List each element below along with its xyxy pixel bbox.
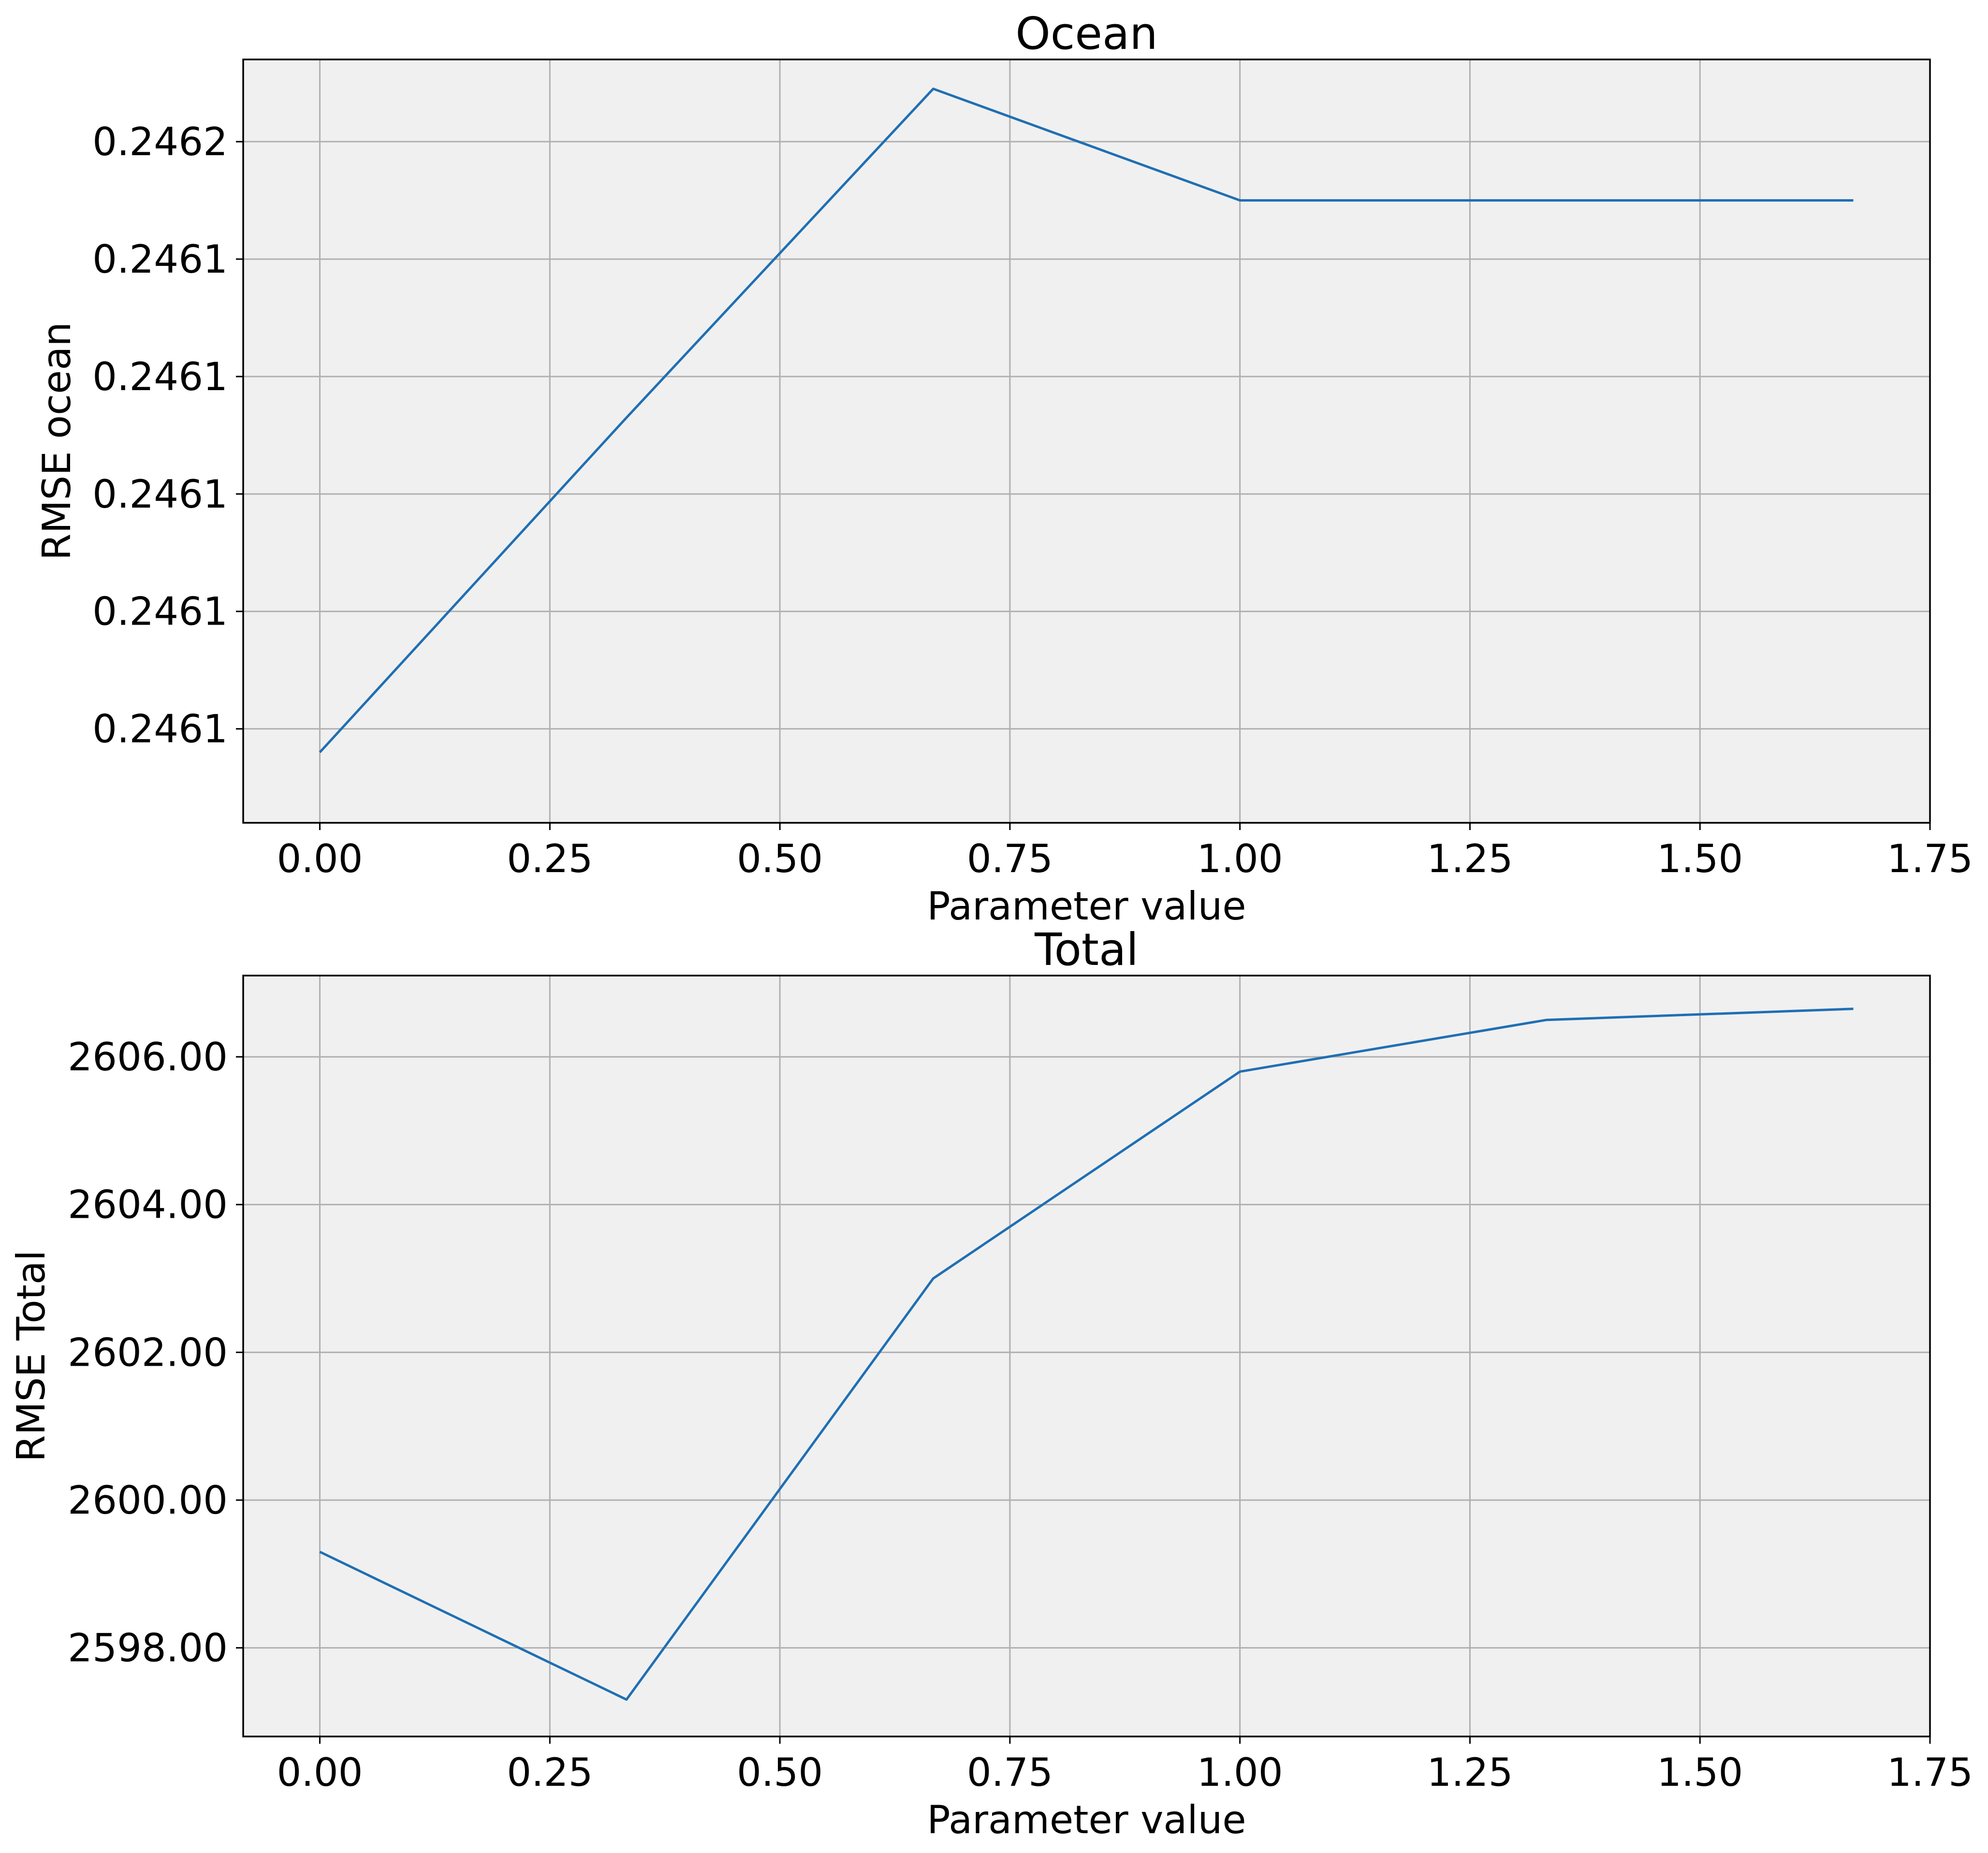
x-tick-label: 0.00 [277, 1750, 363, 1795]
plot-area [243, 59, 1930, 823]
x-axis-label: Parameter value [927, 884, 1246, 929]
x-tick-label: 0.50 [737, 1750, 823, 1795]
y-tick-label: 2606.00 [68, 1035, 228, 1080]
plot-area [243, 976, 1930, 1736]
y-tick-label: 0.2461 [92, 237, 228, 282]
y-tick-label: 0.2462 [92, 119, 228, 164]
x-tick-label: 0.75 [967, 836, 1053, 881]
y-tick-label: 2602.00 [68, 1330, 228, 1375]
x-tick-label: 1.00 [1197, 1750, 1283, 1795]
x-tick-label: 1.25 [1427, 836, 1513, 881]
y-tick-label: 2598.00 [68, 1626, 228, 1671]
x-axis-label: Parameter value [927, 1797, 1246, 1842]
chart-ocean: 0.00 0.25 0.50 0.75 1.00 1.25 1.50 1.75 0.2462 0.… [34, 8, 1973, 929]
x-tick-label: 1.75 [1887, 836, 1973, 881]
x-tick-label: 1.00 [1197, 836, 1283, 881]
x-tick-label: 1.75 [1887, 1750, 1973, 1795]
chart-title: Ocean [1015, 8, 1157, 59]
y-tick-label: 0.2461 [92, 707, 228, 752]
x-tick-label: 0.75 [967, 1750, 1053, 1795]
x-tick-label: 0.00 [277, 836, 363, 881]
y-tick-label: 0.2461 [92, 589, 228, 634]
y-tick-label: 2600.00 [68, 1478, 228, 1523]
x-tick-label: 0.25 [507, 1750, 593, 1795]
x-tick-label: 0.50 [737, 836, 823, 881]
y-tick-label: 2604.00 [68, 1182, 228, 1227]
x-tick-label: 1.50 [1657, 1750, 1743, 1795]
chart-title: Total [1034, 924, 1139, 976]
x-tick-label: 0.25 [507, 836, 593, 881]
y-axis-label: RMSE Total [9, 1250, 54, 1462]
chart-total: 0.00 0.25 0.50 0.75 1.00 1.25 1.50 1.75 2598.00 2… [9, 924, 1973, 1842]
x-tick-label: 1.25 [1427, 1750, 1513, 1795]
y-tick-label: 0.2461 [92, 354, 228, 399]
x-tick-label: 1.50 [1657, 836, 1743, 881]
y-tick-label: 0.2461 [92, 472, 228, 517]
y-axis-label: RMSE ocean [34, 322, 79, 560]
